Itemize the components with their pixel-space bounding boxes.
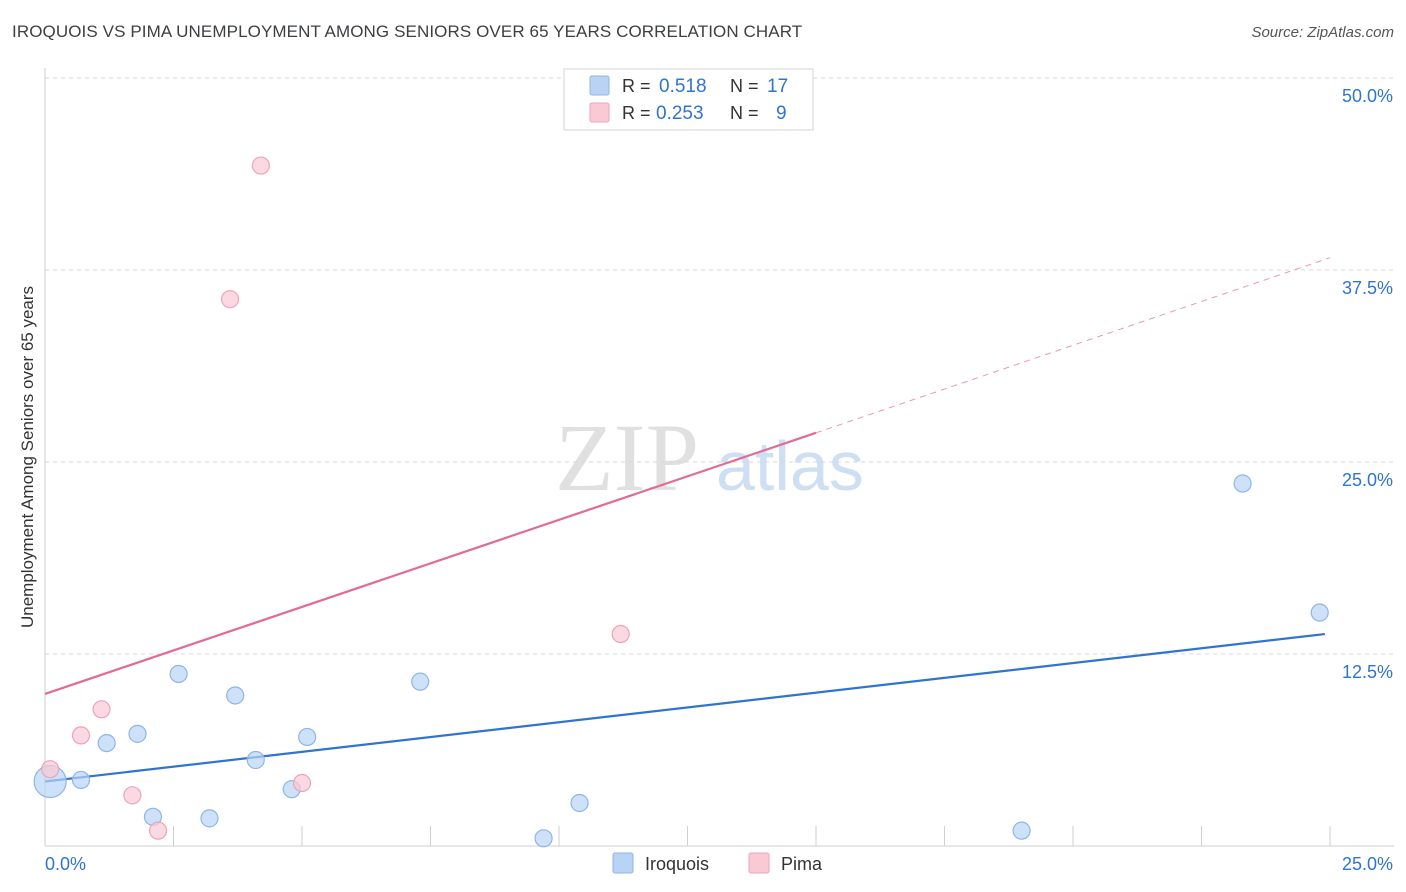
trend-line-pima (44, 431, 817, 695)
data-point-iroquois[interactable] (71, 770, 91, 790)
legend-row-pima: R = 0.253 N = 9 (589, 102, 787, 124)
legend-label-iroquois[interactable]: Iroquois (645, 854, 709, 874)
legend-n-value: 17 (767, 76, 788, 97)
y-tick-label: 12.5% (1342, 662, 1393, 682)
data-point-pima[interactable] (251, 156, 270, 175)
data-points (33, 156, 1329, 848)
data-point-iroquois[interactable] (1012, 821, 1031, 840)
source-label: Source: ZipAtlas.com (1251, 24, 1394, 41)
watermark-zip: ZIP (555, 404, 699, 511)
data-point-pima[interactable] (92, 700, 111, 719)
data-point-iroquois[interactable] (226, 686, 245, 705)
legend-r-value: 0.253 (656, 103, 704, 124)
data-point-pima[interactable] (71, 726, 91, 745)
data-point-iroquois[interactable] (1310, 603, 1329, 622)
data-point-pima[interactable] (123, 786, 142, 805)
trend-line-iroquois (44, 632, 1325, 783)
series-legend: Iroquois Pima (612, 852, 823, 874)
data-point-iroquois[interactable] (169, 664, 188, 684)
legend-n-label: N = (730, 76, 759, 96)
data-point-iroquois[interactable] (570, 793, 589, 813)
legend-swatch-iroquois[interactable] (612, 852, 634, 874)
axes (44, 68, 1394, 847)
grid (45, 77, 1394, 655)
legend-row-iroquois: R = 0.518 N = 17 (589, 75, 788, 97)
legend-n-value: 9 (776, 103, 787, 124)
data-point-iroquois[interactable] (128, 724, 147, 743)
data-point-iroquois[interactable] (200, 809, 219, 828)
trend-extension-pima (815, 257, 1331, 434)
tick-labels: 12.5% 25.0% 37.5% 50.0% 0.0% 25.0% (45, 86, 1393, 874)
y-tick-label: 25.0% (1342, 470, 1393, 490)
legend-swatch-pima (589, 102, 610, 123)
data-point-pima[interactable] (41, 760, 60, 779)
y-tick-label: 50.0% (1342, 86, 1393, 106)
data-point-pima[interactable] (220, 290, 240, 309)
chart-title: IROQUOIS VS PIMA UNEMPLOYMENT AMONG SENI… (12, 22, 803, 41)
data-point-iroquois[interactable] (97, 733, 116, 753)
legend-r-label: R = (622, 103, 651, 123)
data-point-iroquois[interactable] (246, 750, 265, 770)
legend-label-pima[interactable]: Pima (781, 854, 823, 874)
y-axis-label: Unemployment Among Seniors over 65 years (18, 286, 37, 628)
data-point-iroquois[interactable] (1233, 474, 1252, 493)
legend-swatch-pima[interactable] (748, 852, 770, 874)
x-tick-label: 0.0% (45, 854, 86, 874)
correlation-legend: R = 0.518 N = 17 R = 0.253 N = 9 (563, 68, 814, 131)
data-point-iroquois[interactable] (534, 829, 553, 848)
legend-r-value: 0.518 (659, 76, 707, 97)
x-tick-label: 25.0% (1342, 854, 1393, 874)
data-point-pima[interactable] (292, 773, 312, 793)
data-point-iroquois[interactable] (298, 727, 317, 747)
data-point-pima[interactable] (148, 821, 168, 840)
legend-r-label: R = (622, 76, 651, 96)
legend-swatch-iroquois (589, 75, 610, 96)
data-point-iroquois[interactable] (411, 672, 430, 691)
watermark: ZIP atlas (555, 404, 864, 511)
y-tick-label: 37.5% (1342, 278, 1393, 298)
watermark-atlas: atlas (716, 427, 864, 505)
legend-n-label: N = (730, 103, 759, 123)
data-point-pima[interactable] (611, 624, 630, 644)
